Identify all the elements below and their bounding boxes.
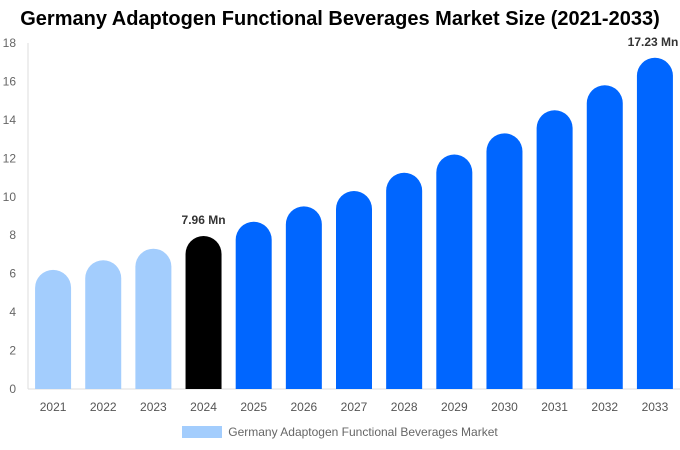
x-tick-label: 2032 xyxy=(591,400,618,414)
y-tick-label: 10 xyxy=(3,190,17,204)
chart-title: Germany Adaptogen Functional Beverages M… xyxy=(20,8,660,30)
x-tick-label: 2022 xyxy=(90,400,117,414)
legend-label: Germany Adaptogen Functional Beverages M… xyxy=(228,425,498,439)
bar-2025 xyxy=(235,221,272,389)
y-tick-label: 14 xyxy=(3,113,17,127)
bar-2030 xyxy=(486,133,523,389)
legend-swatch xyxy=(182,426,223,438)
y-tick-label: 18 xyxy=(3,36,17,50)
y-tick-label: 6 xyxy=(9,267,16,281)
bar-2023 xyxy=(135,248,172,389)
x-tick-label: 2027 xyxy=(341,400,368,414)
x-tick-label: 2030 xyxy=(491,400,518,414)
y-tick-label: 2 xyxy=(9,344,16,358)
legend: Germany Adaptogen Functional Beverages M… xyxy=(0,425,680,439)
bar-2031 xyxy=(536,110,573,389)
bar-2021 xyxy=(35,269,72,389)
x-tick-label: 2025 xyxy=(240,400,267,414)
y-tick-label: 4 xyxy=(9,305,16,319)
x-tick-label: 2026 xyxy=(290,400,317,414)
bar-2022 xyxy=(85,260,122,389)
x-tick-label: 2028 xyxy=(391,400,418,414)
x-tick-label: 2033 xyxy=(642,400,669,414)
y-tick-label: 8 xyxy=(9,228,16,242)
bar-2026 xyxy=(285,206,322,389)
x-tick-label: 2029 xyxy=(441,400,468,414)
bar-2029 xyxy=(436,154,473,389)
y-tick-label: 16 xyxy=(3,74,17,88)
bar-2024 xyxy=(185,235,222,389)
y-tick-label: 12 xyxy=(3,151,17,165)
bar-2027 xyxy=(336,191,372,389)
bar-2033 xyxy=(636,57,673,389)
bar-2028 xyxy=(386,172,423,389)
data-label: 7.96 Mn xyxy=(182,213,226,227)
x-tick-label: 2021 xyxy=(40,400,67,414)
bar-2032 xyxy=(586,85,623,390)
x-tick-label: 2024 xyxy=(190,400,217,414)
x-tick-label: 2023 xyxy=(140,400,167,414)
data-label: 17.23 Mn xyxy=(628,35,679,49)
x-tick-label: 2031 xyxy=(541,400,568,414)
y-tick-label: 0 xyxy=(9,382,16,396)
